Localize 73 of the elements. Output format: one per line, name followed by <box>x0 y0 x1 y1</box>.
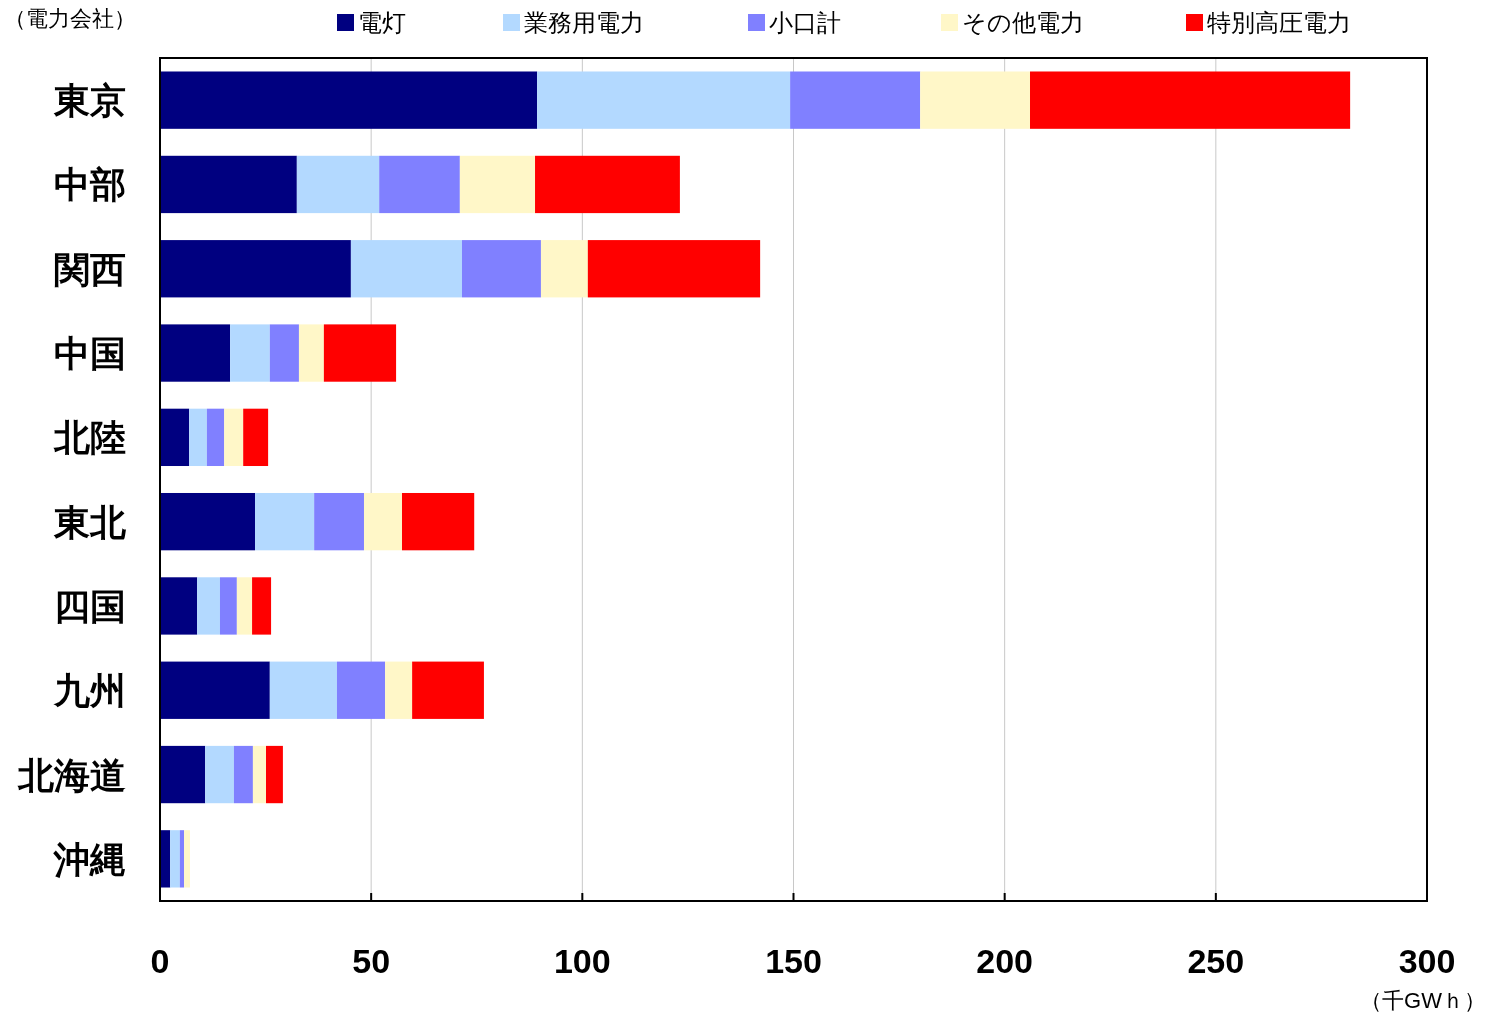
bar <box>537 71 791 129</box>
y-tick-label: 九州 <box>53 670 126 712</box>
bar <box>314 492 364 551</box>
bar <box>266 745 283 804</box>
y-tick-label: 東北 <box>53 501 126 543</box>
bar <box>402 492 475 551</box>
bar <box>790 71 921 129</box>
y-axis-title: （電力会社） <box>4 6 136 31</box>
bar <box>236 577 253 635</box>
bar <box>224 408 244 467</box>
bar <box>233 745 253 804</box>
bar <box>219 577 237 635</box>
bar <box>160 71 538 129</box>
bar <box>160 408 190 467</box>
bar <box>179 830 185 888</box>
y-tick-label: 中国 <box>54 333 126 375</box>
bar <box>350 240 462 298</box>
y-tick-label: 四国 <box>54 585 126 627</box>
y-tick-label: 中部 <box>54 164 126 206</box>
x-tick-label: 0 <box>150 942 170 980</box>
bar <box>363 492 402 551</box>
legend-label: 電灯 <box>358 9 406 36</box>
bar <box>385 661 413 719</box>
bar <box>379 155 460 214</box>
y-tick-label: 東京 <box>53 80 126 122</box>
bar <box>160 240 351 298</box>
x-tick-label: 250 <box>1187 942 1245 980</box>
bar <box>255 492 315 551</box>
legend-label: 特別高圧電力 <box>1207 9 1351 36</box>
y-tick-label: 北陸 <box>53 417 126 459</box>
bar <box>252 745 267 804</box>
legend-label: 業務用電力 <box>524 9 644 36</box>
bar <box>160 661 270 719</box>
bar <box>197 577 220 635</box>
y-tick-label: 沖縄 <box>53 838 126 880</box>
x-tick-label: 200 <box>976 942 1034 980</box>
bar <box>336 661 386 719</box>
bar <box>540 240 588 298</box>
bar <box>160 745 206 804</box>
bar <box>1030 71 1351 129</box>
bar <box>160 492 256 551</box>
bar <box>243 408 269 467</box>
bar <box>230 324 270 382</box>
bar <box>206 408 225 467</box>
bar <box>160 324 231 382</box>
bar <box>160 155 297 214</box>
y-tick-label: 北海道 <box>17 754 126 796</box>
bar <box>252 577 272 635</box>
bar <box>459 155 536 214</box>
bar <box>298 324 324 382</box>
bar <box>189 408 207 467</box>
bar <box>205 745 234 804</box>
legend-label: 小口計 <box>769 9 841 36</box>
bar <box>323 324 397 382</box>
bar <box>269 661 337 719</box>
x-tick-label: 300 <box>1398 942 1456 980</box>
bar <box>412 661 484 719</box>
x-tick-label: 50 <box>352 942 391 980</box>
y-tick-label: 関西 <box>54 248 126 290</box>
bar <box>296 155 380 214</box>
x-axis-title: （千GWｈ） <box>1360 988 1486 1013</box>
bar <box>170 830 180 888</box>
bar <box>269 324 299 382</box>
bar <box>535 155 680 214</box>
bar <box>920 71 1031 129</box>
bar <box>184 830 190 888</box>
x-tick-label: 150 <box>765 942 822 980</box>
bar <box>587 240 761 298</box>
x-tick-label: 100 <box>553 942 611 980</box>
bar <box>461 240 541 298</box>
bar <box>160 830 171 888</box>
legend-label: その他電力 <box>962 9 1084 36</box>
bar <box>160 577 198 635</box>
